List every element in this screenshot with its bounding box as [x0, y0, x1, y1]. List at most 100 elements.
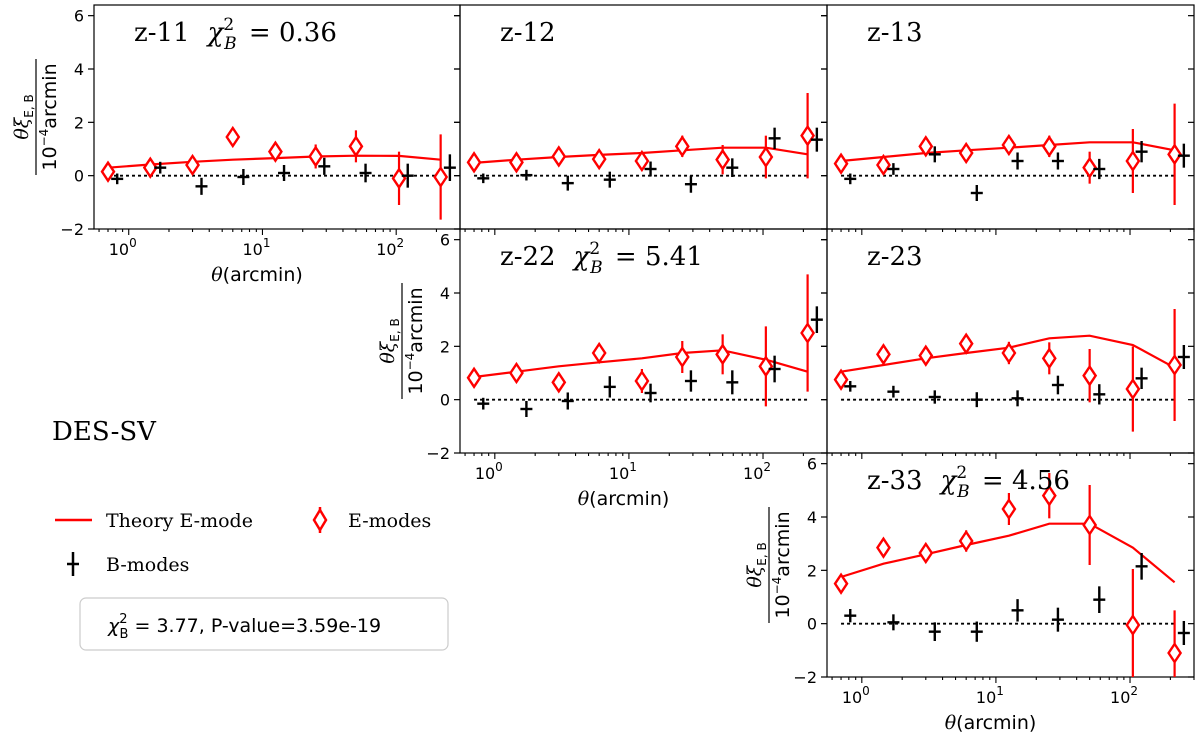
e-mode-point	[1001, 341, 1017, 365]
e-mode-point	[466, 366, 482, 389]
y-tick-label: 2	[440, 337, 450, 356]
b-mode-point	[844, 609, 857, 623]
svg-text:10−4arcmin: 10−4arcmin	[770, 511, 794, 618]
b-mode-point	[928, 622, 941, 641]
plot-area	[466, 274, 823, 417]
e-mode-point	[758, 135, 774, 179]
e-mode-point	[1041, 473, 1057, 519]
e-mode-point	[715, 145, 731, 175]
plot-area	[100, 125, 456, 220]
e-mode-point	[1041, 342, 1057, 375]
b-mode-point	[644, 383, 657, 403]
legend-stat-text: χ2 B = 3.77, P-value=3.59e-19	[107, 612, 381, 642]
b-mode-point	[318, 157, 331, 175]
b-mode-point	[561, 175, 574, 191]
x-tick-label: 102	[1110, 684, 1138, 707]
b-mode-point	[401, 163, 414, 188]
x-tick-label: 100	[842, 684, 870, 707]
x-axis-label: θ(arcmin)	[945, 712, 1037, 734]
panel-z-11: −2 0 2 4 6 100 101 102 θ(arcmin) θξE, B10−4arcmin…	[11, 4, 461, 286]
e-mode-point	[1125, 569, 1141, 677]
b-mode-point	[887, 163, 900, 175]
e-mode-point	[1167, 103, 1183, 205]
e-mode-point	[918, 135, 934, 158]
b-mode-point	[1177, 345, 1190, 369]
b-mode-point	[443, 154, 456, 181]
y-tick-label: 4	[440, 284, 450, 303]
e-mode-point	[100, 160, 116, 183]
b-mode-point	[1051, 607, 1064, 632]
panel-title-z-22: z-22 χ2 B = 5.41	[500, 239, 703, 278]
b-mode-point	[1051, 375, 1064, 395]
e-mode-point	[1167, 610, 1183, 677]
b-mode-point	[603, 171, 616, 188]
b-mode-point	[644, 161, 657, 177]
e-mode-point	[185, 153, 200, 177]
b-mode-point	[1051, 152, 1064, 170]
e-mode-point	[267, 140, 283, 163]
e-mode-point	[634, 369, 650, 393]
e-mode-point	[876, 153, 891, 177]
b-mode-point	[1135, 141, 1148, 163]
y-tick-label: −2	[793, 668, 817, 687]
x-axis-label: θ(arcmin)	[211, 264, 303, 286]
b-mode-point	[810, 306, 823, 333]
legend-emodes-label: E-modes	[348, 510, 431, 532]
stat-chi-symbol: χ	[107, 615, 120, 637]
e-mode-point	[634, 149, 650, 173]
stat-chi-sub: B	[120, 627, 129, 642]
y-tick-label: 6	[74, 7, 84, 26]
e-mode-point	[225, 125, 241, 149]
e-mode-point	[800, 274, 816, 392]
y-axis-label: θξE, B10−4arcmin	[377, 283, 427, 399]
panel-z-23: z-23	[821, 228, 1195, 459]
e-mode-point	[591, 147, 607, 171]
b-mode-point	[1177, 143, 1190, 168]
x-tick-label: 100	[475, 460, 503, 483]
b-mode-point	[561, 392, 574, 410]
panel-title-z-13: z-13	[867, 18, 923, 48]
e-mode-point	[674, 341, 690, 373]
panel-title-z-12: z-12	[500, 18, 556, 48]
b-mode-point	[928, 146, 941, 163]
e-mode-point	[918, 344, 934, 367]
b-mode-point	[928, 390, 941, 404]
e-mode-point	[758, 326, 774, 407]
b-mode-point	[684, 175, 697, 193]
e-mode-point	[715, 334, 731, 375]
b-mode-point	[887, 385, 900, 398]
b-mode-point	[726, 370, 739, 395]
y-axis-label: θξE, B10−4arcmin	[11, 59, 61, 175]
e-mode-point	[391, 151, 407, 205]
panel-z-33: −2 0 2 4 6 100 101 102 θ(arcmin) θξE, B10−4arcmin…	[744, 452, 1195, 734]
b-mode-point	[1135, 553, 1148, 580]
e-mode-point	[142, 156, 158, 179]
e-mode-point	[833, 152, 849, 175]
e-mode-point	[1082, 485, 1098, 565]
e-mode-point	[509, 361, 524, 385]
panel-title-z-11: z-11 χ2 B = 0.36	[134, 15, 337, 54]
y-tick-label: 4	[74, 60, 84, 79]
e-mode-point	[1082, 349, 1098, 403]
svg-text:10−4arcmin: 10−4arcmin	[37, 63, 61, 170]
stat-chi-sup: 2	[119, 612, 127, 627]
e-mode-point	[958, 141, 974, 165]
e-mode-point	[551, 371, 567, 394]
b-mode-point	[768, 127, 781, 149]
y-tick-label: 6	[807, 455, 817, 474]
y-tick-label: 0	[74, 167, 84, 186]
e-mode-point	[551, 145, 567, 168]
survey-label: DES-SV	[52, 417, 157, 447]
x-tick-label: 101	[609, 460, 637, 483]
y-tick-label: −2	[426, 444, 450, 463]
e-mode-point	[876, 343, 891, 366]
x-tick-label: 100	[109, 236, 137, 259]
panel-title-z-23: z-23	[867, 242, 923, 272]
x-tick-label: 101	[242, 236, 270, 259]
theory-line	[473, 349, 808, 379]
e-mode-point	[800, 93, 816, 179]
b-mode-point	[520, 401, 533, 417]
panel-z-22: −2 0 2 4 6 100 101 102 θ(arcmin) θξE, B10−4arcmin…	[377, 228, 828, 510]
b-mode-point	[1093, 384, 1106, 405]
